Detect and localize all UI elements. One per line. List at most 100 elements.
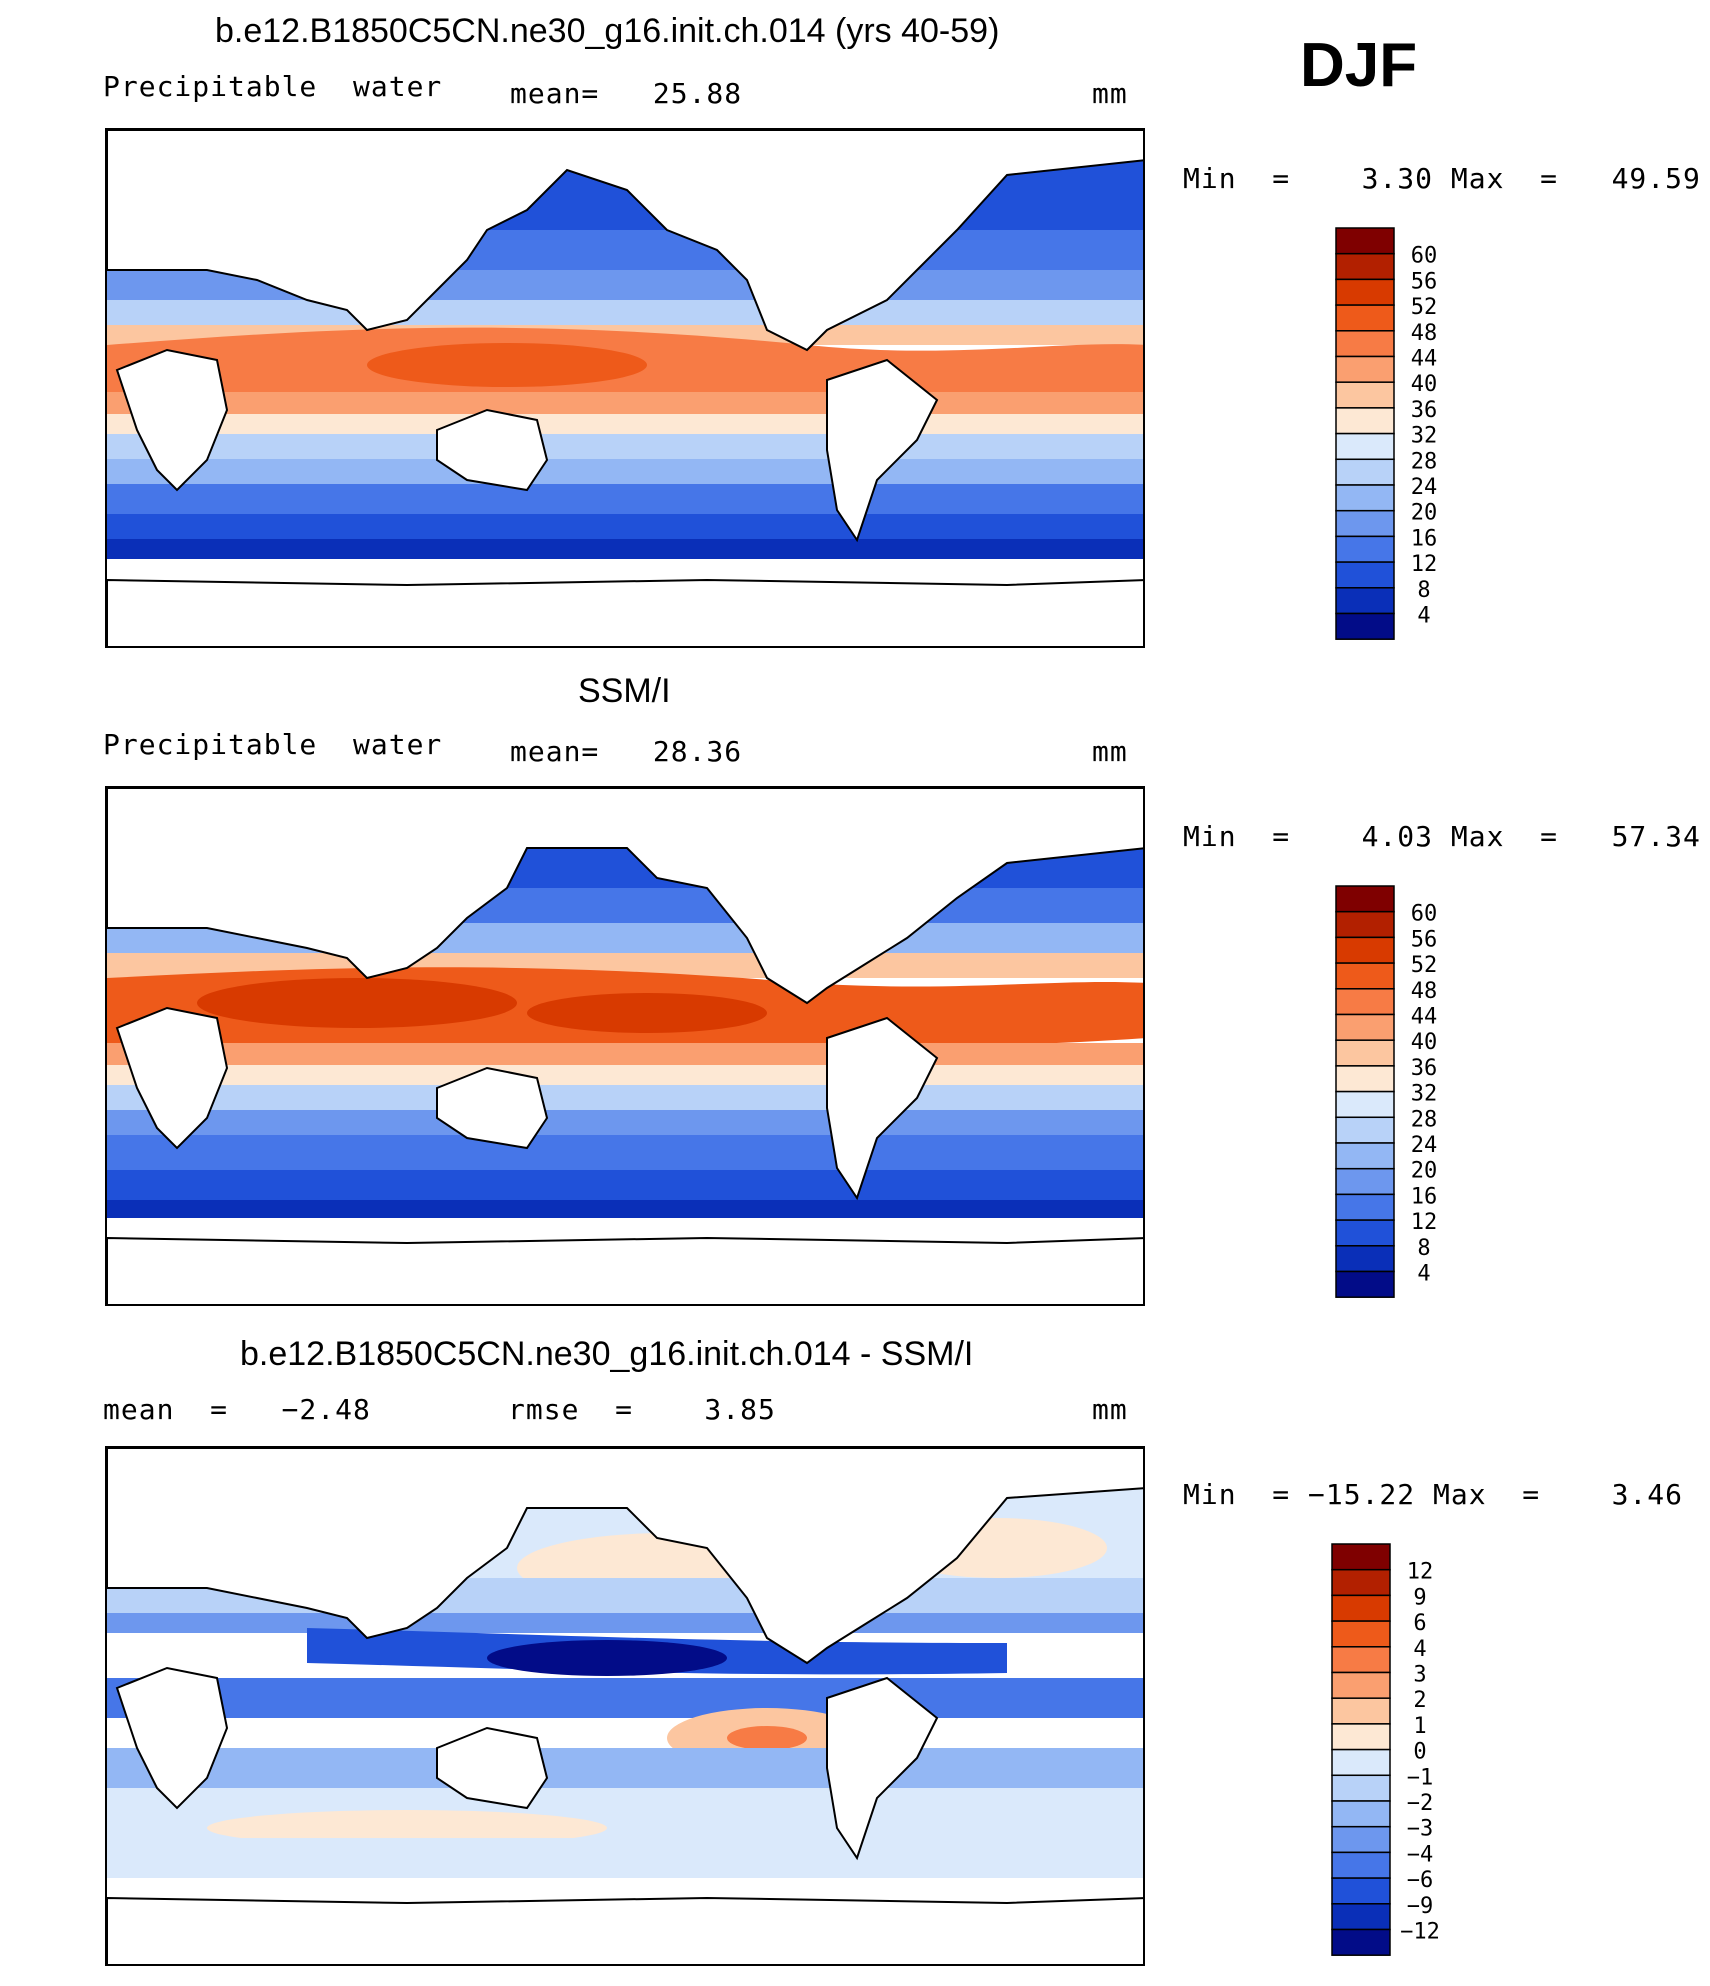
colorbar-tick-label: 44 — [1411, 347, 1438, 372]
colorbar-swatch — [1335, 304, 1395, 332]
colorbar-swatch — [1335, 612, 1395, 640]
panel-3-units-label: mm — [1092, 1393, 1128, 1426]
colorbar-tick-label: 2 — [1413, 1688, 1426, 1713]
land-masses — [107, 1448, 1143, 1964]
colorbar-tick-label: 9 — [1413, 1585, 1426, 1610]
colorbar-swatch — [1335, 587, 1395, 615]
colorbar-tick-label: 32 — [1411, 424, 1438, 449]
colorbar-tick-label: 44 — [1411, 1005, 1438, 1030]
colorbar-swatch — [1331, 1903, 1391, 1931]
colorbar-swatch — [1335, 381, 1395, 409]
colorbar-swatch — [1335, 1116, 1395, 1144]
panel-2-variable-label: Precipitable water — [103, 728, 443, 761]
panel-3-rmse-label: rmse = 3.85 — [508, 1393, 776, 1426]
colorbar-tick-label: −9 — [1407, 1894, 1434, 1919]
colorbar-tick-label: 56 — [1411, 269, 1438, 294]
colorbar-tick-label: 60 — [1411, 244, 1438, 269]
colorbar-tick-label: −4 — [1407, 1842, 1434, 1867]
colorbar-swatch — [1335, 1090, 1395, 1119]
colorbar-swatch — [1335, 1065, 1395, 1093]
colorbar-tick-label: −12 — [1400, 1920, 1440, 1945]
colorbar-swatch — [1335, 1270, 1395, 1298]
colorbar-tick-label: 6 — [1413, 1611, 1426, 1636]
colorbar-swatch — [1335, 1219, 1395, 1247]
colorbar-swatch — [1331, 1825, 1391, 1854]
colorbar-tick-label: 16 — [1411, 526, 1438, 551]
colorbar-swatch — [1331, 1543, 1391, 1571]
colorbar-swatch — [1335, 910, 1395, 939]
panel-2-units-label: mm — [1092, 735, 1128, 768]
colorbar-swatch — [1331, 1594, 1391, 1622]
colorbar-tick-label: 48 — [1411, 979, 1438, 1004]
panel-2-map-svg — [107, 788, 1143, 1304]
colorbar-tick-label: −3 — [1407, 1817, 1434, 1842]
panel-1-colorbar: 60 56 52 48 44 40 36 32 28 24 20 16 12 8 4 — [1330, 227, 1470, 653]
colorbar-tick-label: 52 — [1411, 295, 1438, 320]
colorbar-tick-label: 24 — [1411, 1133, 1438, 1158]
colorbar-swatch — [1335, 484, 1395, 512]
panel-1-map-svg — [107, 130, 1143, 646]
colorbar-tick-label: 8 — [1417, 578, 1430, 603]
panel-1-mean-label: mean= 25.88 — [510, 77, 743, 110]
colorbar-tick-label: 36 — [1411, 398, 1438, 423]
panel-3-colorbar: 12 9 6 4 3 2 1 0 −1 −2 −3 −4 −6 −9 −12 — [1326, 1543, 1466, 1969]
colorbar-swatch — [1335, 1245, 1395, 1273]
panel-2-map — [105, 786, 1145, 1306]
colorbar-swatch — [1335, 407, 1395, 435]
colorbar-swatch — [1335, 330, 1395, 358]
colorbar-swatch — [1335, 1193, 1395, 1221]
colorbar-tick-label: 4 — [1413, 1637, 1426, 1662]
colorbar-tick-label: 12 — [1411, 552, 1438, 577]
colorbar-tick-label: 32 — [1411, 1082, 1438, 1107]
colorbar-tick-label: 3 — [1413, 1663, 1426, 1688]
panel-3-title: b.e12.B1850C5CN.ne30_g16.init.ch.014 - S… — [240, 1335, 974, 1373]
colorbar-swatch — [1335, 432, 1395, 461]
colorbar-tick-label: 20 — [1411, 1159, 1438, 1184]
colorbar-swatch — [1331, 1568, 1391, 1597]
colorbar-tick-label: 48 — [1411, 321, 1438, 346]
colorbar-tick-label: 28 — [1411, 1107, 1438, 1132]
colorbar-tick-label: 12 — [1411, 1210, 1438, 1235]
colorbar-swatch — [1331, 1697, 1391, 1725]
colorbar-tick-label: 1 — [1413, 1714, 1426, 1739]
colorbar-tick-label: −1 — [1407, 1765, 1434, 1790]
panel-1-units-label: mm — [1092, 77, 1128, 110]
colorbar-tick-label: 16 — [1411, 1184, 1438, 1209]
colorbar-swatch — [1331, 1851, 1391, 1879]
panel-2-colorbar: 60 56 52 48 44 40 36 32 28 24 20 16 12 8 4 — [1330, 885, 1470, 1311]
colorbar-tick-label: 8 — [1417, 1236, 1430, 1261]
panel-3-mean-label: mean = −2.48 — [103, 1393, 371, 1426]
panel-2-minmax-label: Min = 4.03 Max = 57.34 — [1183, 820, 1701, 853]
panel-1-map — [105, 128, 1145, 648]
colorbar-tick-label: 28 — [1411, 449, 1438, 474]
colorbar-tick-label: 0 — [1413, 1740, 1426, 1765]
colorbar-swatch — [1331, 1620, 1391, 1648]
colorbar-swatch — [1331, 1646, 1391, 1674]
colorbar-tick-label: 36 — [1411, 1056, 1438, 1081]
panel-3-map — [105, 1446, 1145, 1966]
land-masses — [107, 130, 1143, 646]
panel-1-variable-label: Precipitable water — [103, 70, 443, 103]
colorbar-swatch — [1335, 535, 1395, 563]
panel-1-minmax-label: Min = 3.30 Max = 49.59 — [1183, 162, 1701, 195]
colorbar-swatch — [1335, 227, 1395, 255]
colorbar-tick-label: 20 — [1411, 501, 1438, 526]
colorbar-swatch — [1335, 278, 1395, 306]
colorbar-tick-label: 24 — [1411, 475, 1438, 500]
panel-3-minmax-label: Min = −15.22 Max = 3.46 — [1183, 1478, 1684, 1511]
colorbar-tick-label: 56 — [1411, 927, 1438, 952]
colorbar-swatch — [1331, 1748, 1391, 1777]
colorbar-tick-label: 12 — [1407, 1560, 1434, 1585]
colorbar-tick-label: 60 — [1411, 902, 1438, 927]
colorbar-swatch — [1335, 1013, 1395, 1041]
panel-1-title: b.e12.B1850C5CN.ne30_g16.init.ch.014 (yr… — [215, 12, 1000, 50]
colorbar-swatch — [1331, 1774, 1391, 1802]
colorbar-swatch — [1335, 252, 1395, 281]
colorbar-swatch — [1335, 962, 1395, 990]
colorbar-tick-label: 40 — [1411, 372, 1438, 397]
colorbar-swatch — [1335, 561, 1395, 589]
colorbar-swatch — [1335, 885, 1395, 913]
colorbar-tick-label: 52 — [1411, 953, 1438, 978]
